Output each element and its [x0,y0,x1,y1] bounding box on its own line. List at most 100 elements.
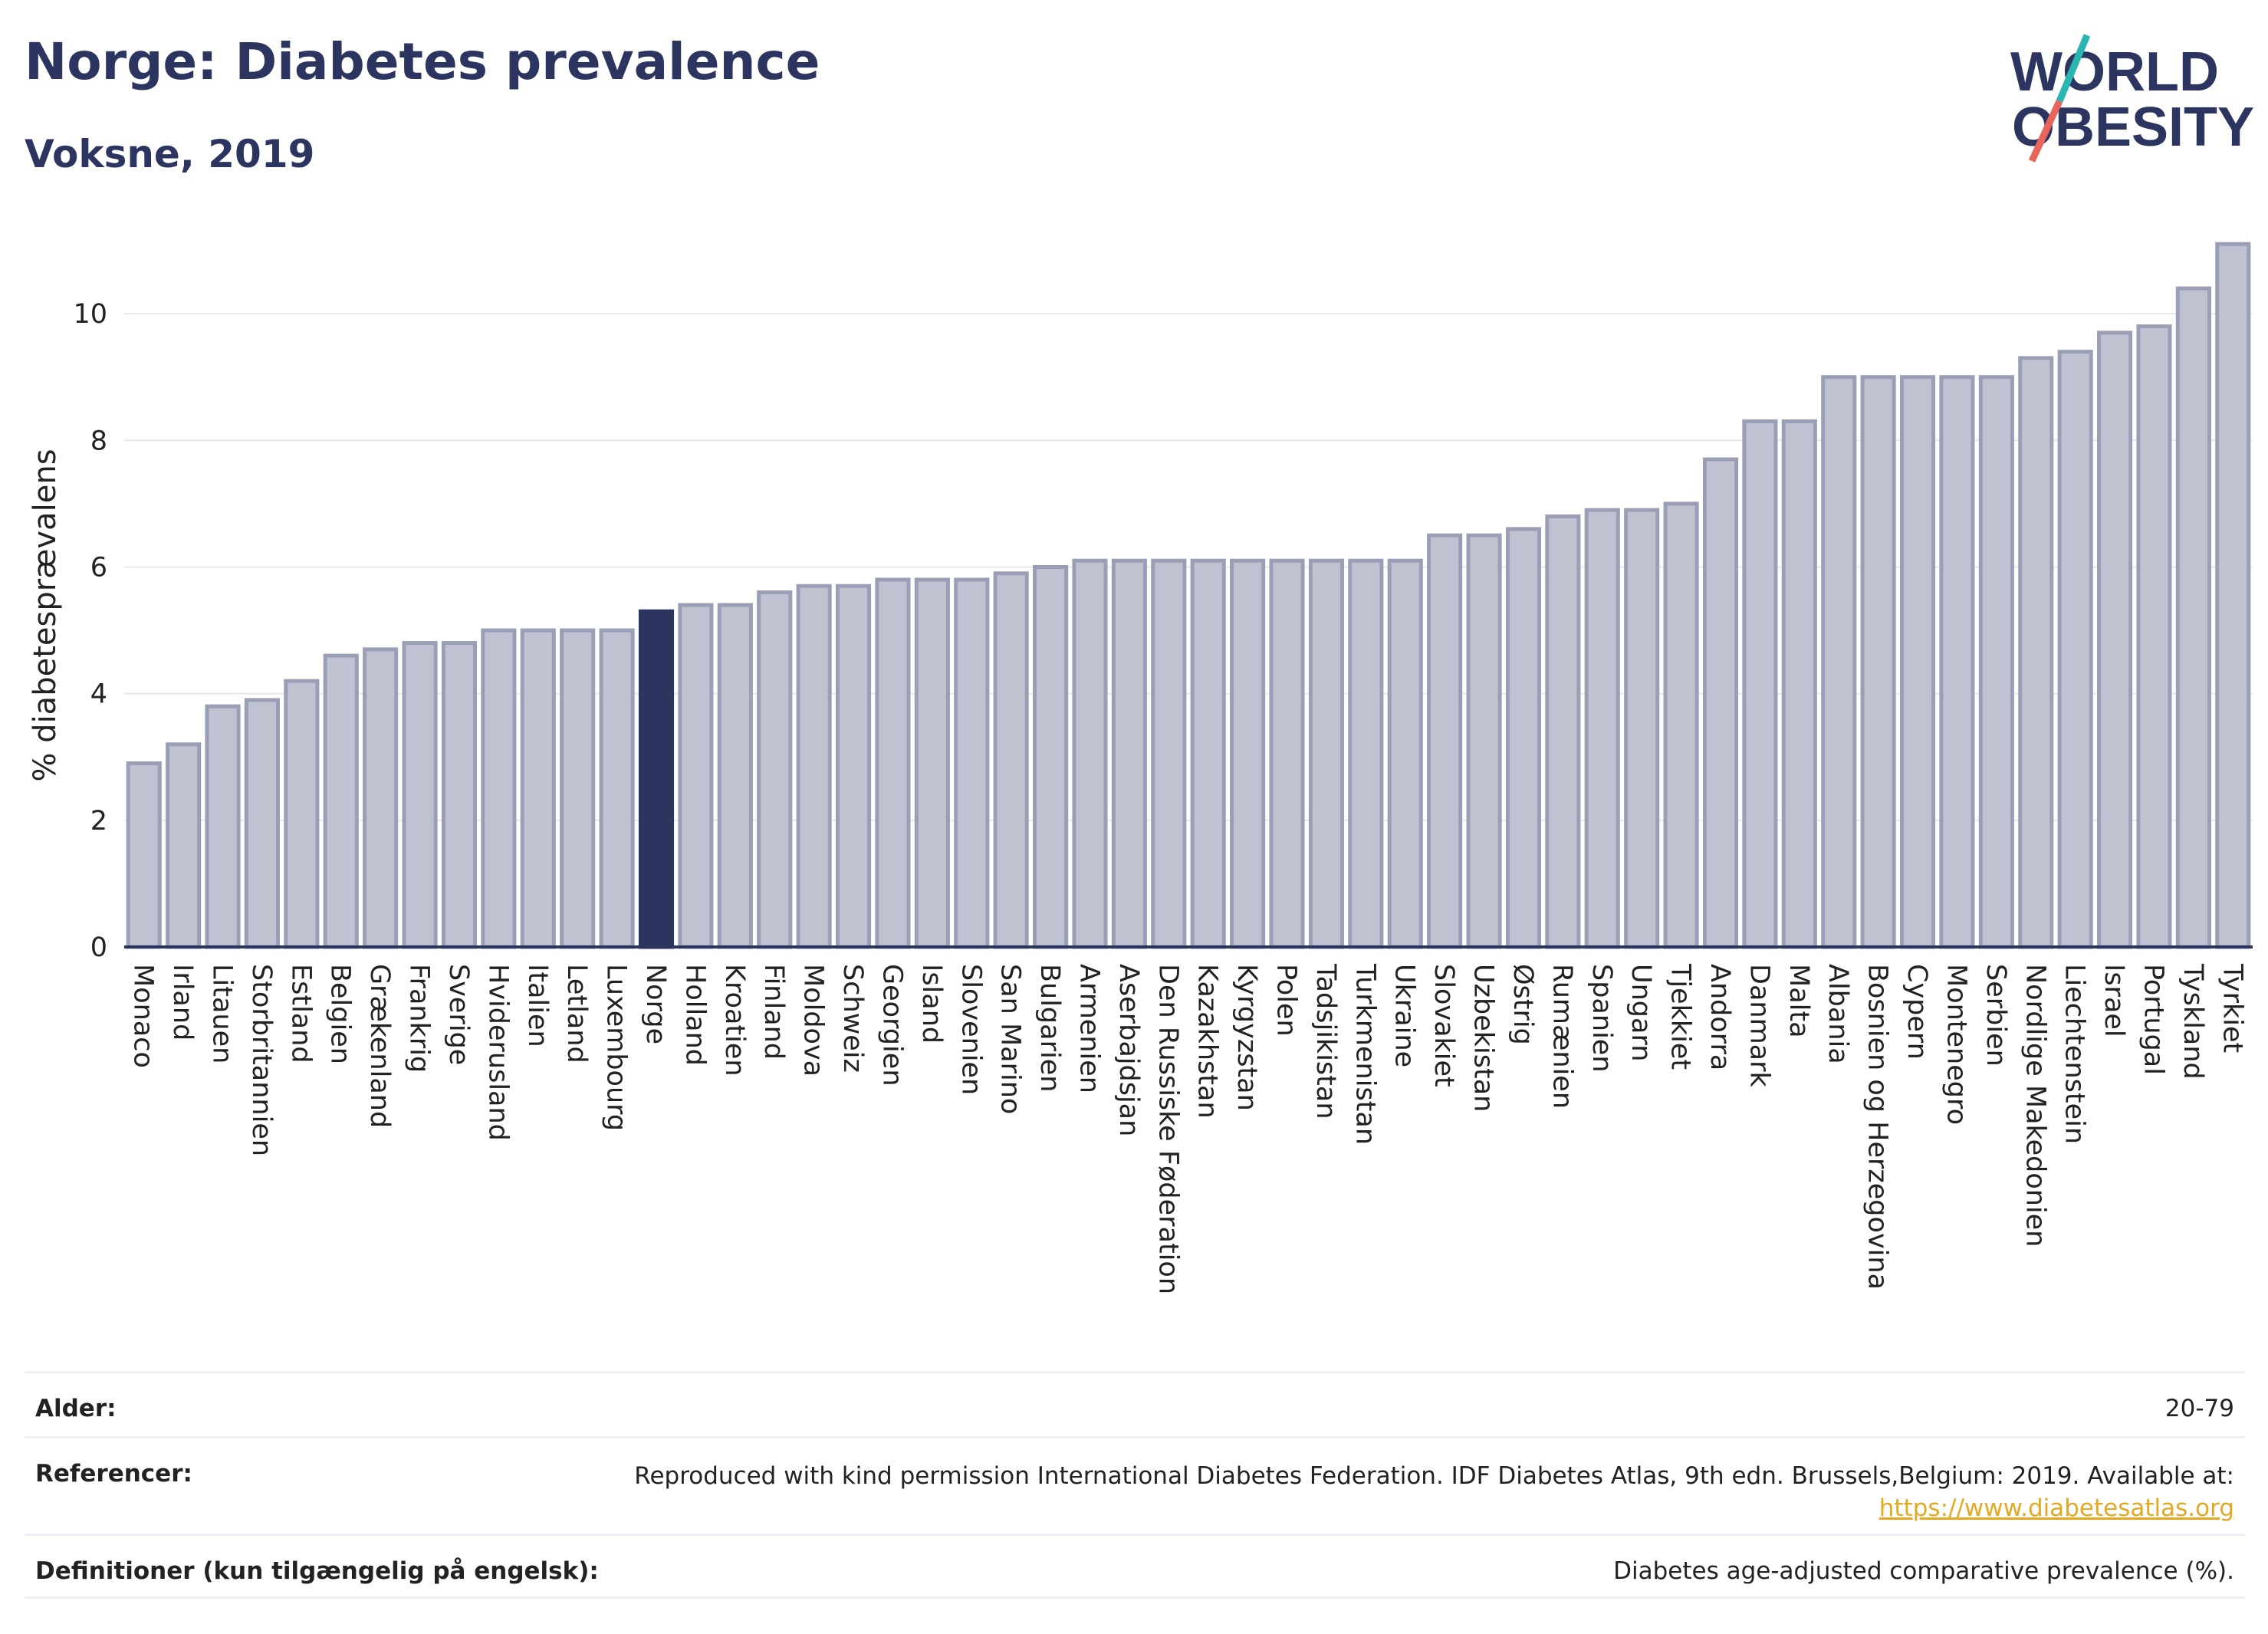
world-obesity-logo: WORLD OBESITY [2010,34,2254,163]
references-text: Reproduced with kind permission Internat… [634,1462,2234,1490]
x-tick-label: Hviderusland [482,964,513,1141]
x-tick-label: Finland [758,964,789,1060]
bar-norge [638,609,675,949]
bar-belgien [323,653,359,949]
bar-den-russiske-føderation [1151,558,1187,949]
references-link[interactable]: https://www.diabetesatlas.org [1878,1494,2234,1522]
logo-line2: OBESITY [2012,97,2254,158]
bar-luxembourg [599,628,635,949]
bar-ungarn [1624,508,1660,949]
bar-slovakiet [1427,533,1463,949]
bar-tyrkiet [2215,242,2251,949]
bar-albania [1821,375,1857,949]
x-tick-label: Irland [167,964,198,1041]
x-tick-label: Cypern [1902,964,1932,1060]
x-tick-label: Slovakiet [1428,964,1459,1087]
x-tick-label: Den Russiske Føderation [1152,964,1183,1294]
bar-chart: 0 2 4 6 8 10 % diabetesprævalens Monaco Irland Li… [28,242,2253,1294]
bar-finland [757,590,793,949]
y-axis-label: % diabetesprævalens [28,449,63,781]
bar-estland [284,679,320,949]
x-tick-label: Malta [1783,964,1814,1038]
bar-kroatien [717,603,753,949]
x-tick-label: Uzbekistan [1468,964,1499,1112]
x-tick-label: Bosnien og Herzegovina [1862,964,1893,1290]
x-tick-label: Turkmenistan [1349,963,1380,1145]
bar-tjekkiet [1663,501,1699,949]
bar-portugal [2136,324,2172,949]
x-tick-label: Kyrgyzstan [1231,964,1262,1111]
x-tick-label: Israel [2099,964,2129,1037]
x-tick-label: Danmark [1744,964,1774,1088]
age-label: Alder: [35,1395,117,1422]
x-tick-label: Nordlige Makedonien [2020,964,2050,1247]
age-value: 20-79 [2164,1395,2234,1422]
bar-grækenland [363,647,399,949]
x-tick-label: Georgien [876,964,907,1087]
x-tick-label: Storbritannien [246,964,277,1156]
y-tick-label: 4 [90,679,107,710]
footer-age-row: Alder: 20-79 [25,1371,2245,1436]
bar-serbien [1978,375,2014,949]
footer-references-row: Referencer: Reproduced with kind permiss… [25,1436,2245,1534]
bar-italien [520,628,556,949]
x-tick-label: Frankrig [404,964,435,1073]
bar-ukraine [1387,558,1423,949]
bar-liechtenstein [2057,350,2093,949]
bar-montenegro [1939,375,1975,949]
bar-turkmenistan [1348,558,1384,949]
bar-schweiz [835,584,872,949]
x-tick-label: Luxembourg [601,964,632,1131]
y-tick-label: 8 [90,426,107,456]
x-tick-label: Belgien [325,964,356,1064]
x-tick-label: Kazakhstan [1192,964,1223,1119]
bar-storbritannien [244,698,280,949]
bar-bulgarien [1033,564,1069,949]
x-tick-label: Norge [640,964,671,1044]
bar-østrig [1505,527,1542,949]
bar-uzbekistan [1466,533,1502,949]
x-tick-label: Aserbajdsjan [1113,964,1144,1136]
y-tick-label: 10 [73,299,107,330]
x-tick-label: Spanien [1586,964,1617,1073]
bar-danmark [1742,419,1778,949]
bar-polen [1269,558,1305,949]
bar-georgien [875,577,911,949]
x-tick-label: Østrig [1507,964,1538,1045]
logo-line1: WORLD [2010,41,2219,103]
x-tick-label: Polen [1271,964,1302,1037]
bar-slovenien [954,577,990,949]
bar-holland [678,603,714,949]
x-tick-label: Litauen [207,964,238,1064]
x-tick-label: Estland [285,964,316,1064]
bar-malta [1781,419,1817,949]
bar-andorra [1702,457,1739,949]
bar-moldova [796,584,832,949]
x-tick-label: Liechtenstein [2059,964,2090,1144]
bar-cypern [1899,375,1936,949]
definitions-label: Definitioner (kun tilgængelig på engelsk… [35,1557,599,1585]
y-tick-label: 2 [90,806,107,837]
bar-aserbajdsjan [1111,558,1147,949]
x-tick-label: Tyrkiet [2217,963,2247,1053]
footer-definitions-row: Definitioner (kun tilgængelig på engelsk… [25,1534,2245,1600]
x-tick-label: Andorra [1704,964,1735,1070]
bar-hviderusland [481,628,517,949]
bar-monaco [126,761,162,949]
bar-kyrgyzstan [1230,558,1266,949]
x-tick-label: Albania [1823,964,1853,1064]
bar-sverige [441,641,478,949]
x-tick-label: Tadsjikistan [1310,963,1341,1119]
chart-footer: Alder: 20-79 Referencer: Reproduced with… [25,1371,2245,1600]
bar-tyskland [2175,286,2211,949]
chart-title: Norge: Diabetes prevalence [25,32,820,91]
bar-litauen [205,704,241,949]
x-tick-label: Rumænien [1547,964,1577,1109]
x-tick-label: Schweiz [837,964,868,1073]
bar-spanien [1584,508,1620,949]
x-tick-label: Bulgarien [1034,964,1065,1092]
logo-slash-top [2056,34,2091,103]
bar-island [914,577,950,949]
footer-bottom-rule [25,1596,2245,1599]
x-tick-label: Tjekkiet [1665,963,1696,1070]
